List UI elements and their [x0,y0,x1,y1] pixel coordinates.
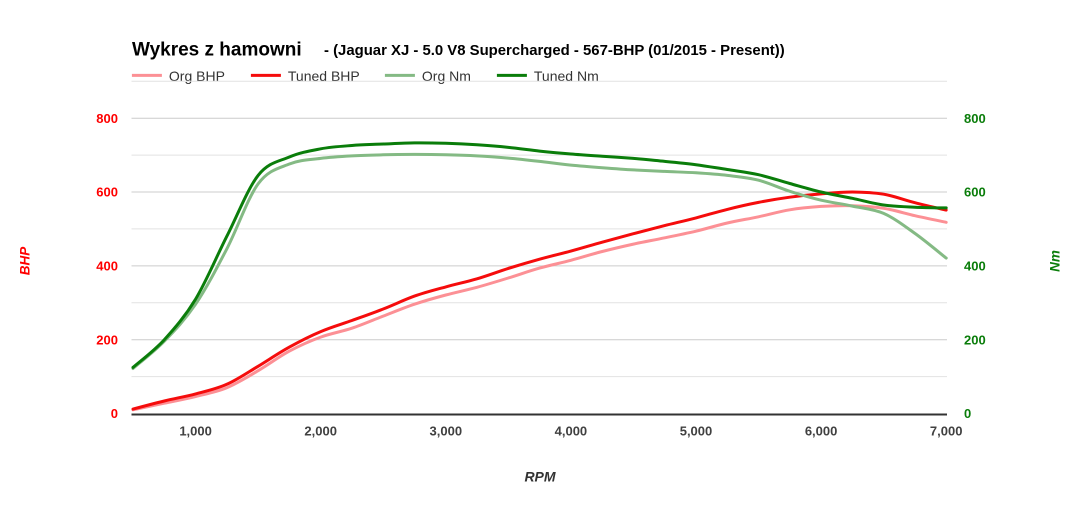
svg-text:Tuned BHP: Tuned BHP [288,68,360,84]
svg-text:5,000: 5,000 [680,424,713,439]
svg-text:800: 800 [96,111,118,126]
svg-text:200: 200 [96,332,118,347]
svg-text:800: 800 [964,111,986,126]
svg-text:1,000: 1,000 [179,424,212,439]
svg-text:BHP: BHP [18,246,33,275]
svg-text:0: 0 [964,406,971,421]
svg-text:Wykres z hamowni: Wykres z hamowni [132,40,302,61]
svg-text:400: 400 [964,259,986,274]
svg-text:RPM: RPM [524,469,555,485]
svg-text:7,000: 7,000 [930,424,963,439]
svg-text:200: 200 [964,332,986,347]
svg-text:600: 600 [964,185,986,200]
svg-text:600: 600 [96,185,118,200]
svg-text:2,000: 2,000 [304,424,337,439]
svg-text:3,000: 3,000 [430,424,463,439]
svg-text:Tuned Nm: Tuned Nm [534,68,599,84]
svg-text:Nm: Nm [1048,250,1063,272]
svg-text:Org BHP: Org BHP [169,68,225,84]
svg-text:0: 0 [111,406,118,421]
svg-text:Org Nm: Org Nm [422,68,471,84]
svg-text:4,000: 4,000 [555,424,588,439]
svg-text:6,000: 6,000 [805,424,838,439]
svg-text:- (Jaguar XJ - 5.0 V8 Supercha: - (Jaguar XJ - 5.0 V8 Supercharged - 567… [324,43,785,59]
svg-text:400: 400 [96,259,118,274]
